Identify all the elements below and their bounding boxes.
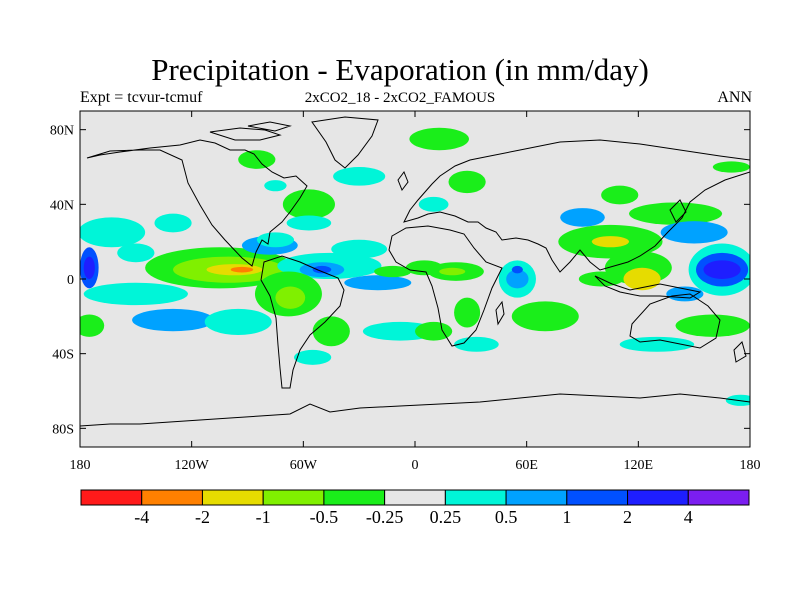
- lat-tick-label: 0: [67, 273, 74, 288]
- anomaly-patch: [80, 217, 146, 248]
- anomaly-patch: [294, 349, 332, 365]
- coastline-indonesia: [594, 275, 702, 299]
- colorbar-label: 0.25: [430, 507, 462, 527]
- coastline-greenland: [311, 116, 379, 169]
- colorbar-swatch: [627, 489, 689, 506]
- lat-tick-label: 80S: [52, 422, 74, 437]
- colorbar-label: 1: [562, 507, 571, 527]
- coastline-north-america: [86, 139, 308, 267]
- anomaly-patch: [409, 127, 469, 151]
- lon-tick-label: 180: [70, 458, 91, 473]
- anomaly-patch: [331, 239, 388, 259]
- anomaly-patch: [448, 170, 486, 194]
- anomaly-patch: [418, 196, 449, 212]
- anomaly-patch: [83, 282, 188, 306]
- anomaly-patch: [439, 267, 466, 276]
- colorbar-label: -4: [134, 507, 149, 527]
- coastline-eurasia: [403, 139, 750, 273]
- anomaly-patch: [344, 275, 412, 291]
- anomaly-patch: [264, 180, 287, 192]
- anomaly-patch: [132, 308, 214, 332]
- anomaly-patch: [511, 265, 523, 274]
- anomaly-patch: [312, 265, 332, 274]
- coastline-australia: [629, 293, 721, 349]
- anomaly-patch: [80, 314, 105, 337]
- anomaly-patch: [623, 267, 661, 291]
- colorbar-swatch: [141, 489, 203, 506]
- anomaly-patch: [415, 321, 453, 341]
- coastline-arctic-islands: [209, 121, 292, 141]
- colorbar-swatch: [384, 489, 446, 506]
- colorbar-label: 2: [623, 507, 632, 527]
- colorbar-swatch: [262, 489, 325, 506]
- colorbar-swatch: [201, 489, 264, 506]
- anomaly-patch: [282, 189, 335, 220]
- lat-tick-label: 40N: [50, 198, 74, 213]
- colorbar-label: 4: [684, 507, 693, 527]
- coastline-new-zealand: [733, 341, 747, 363]
- colorbar-label: 0.5: [495, 507, 518, 527]
- anomaly-field: [80, 127, 750, 406]
- anomaly-patch: [560, 208, 605, 227]
- colorbar-label: -0.5: [310, 507, 339, 527]
- lon-tick-label: 180: [740, 458, 761, 473]
- anomaly-patch: [117, 243, 155, 263]
- anomaly-patch: [238, 150, 276, 169]
- colorbar-label: -0.25: [366, 507, 404, 527]
- anomaly-patch: [454, 297, 481, 328]
- anomaly-patch: [286, 215, 332, 231]
- anomaly-patch: [204, 308, 272, 335]
- experiment-label: Expt = tcvur-tcmuf: [80, 89, 203, 106]
- anomaly-patch: [601, 185, 639, 205]
- lon-tick-label: 120E: [624, 458, 654, 473]
- colorbar-swatch: [687, 489, 750, 506]
- map-axes: 180 120W 60W 0 60E 120E 180 80N 40N 0 40S 80S: [50, 111, 761, 473]
- lon-tick-label: 60W: [290, 458, 318, 473]
- colorbar-swatch: [80, 489, 143, 506]
- anomaly-patch: [230, 266, 254, 273]
- coastline-antarctica: [80, 393, 750, 427]
- anomaly-patch: [629, 202, 723, 225]
- lon-tick-label: 0: [412, 458, 419, 473]
- comparison-label: 2xCO2_18 - 2xCO2_FAMOUS: [304, 90, 496, 106]
- coastline-africa: [388, 225, 503, 347]
- anomaly-patch: [660, 221, 728, 244]
- anomaly-patch: [256, 232, 295, 248]
- coastlines: [80, 116, 750, 427]
- colorbar-swatch: [566, 489, 629, 506]
- anomaly-patch: [154, 213, 192, 233]
- colorbar-swatch: [444, 489, 507, 506]
- lon-tick-label: 60E: [515, 458, 538, 473]
- anomaly-patch: [511, 301, 579, 332]
- lon-tick-label: 120W: [175, 458, 210, 473]
- anomaly-patch: [666, 286, 704, 302]
- anomaly-patch: [83, 256, 95, 279]
- chart-title: Precipitation - Evaporation (in mm/day): [151, 52, 649, 87]
- coastline-madagascar: [495, 300, 505, 326]
- anomaly-patch: [506, 269, 529, 289]
- lat-tick-label: 80N: [50, 124, 74, 139]
- colorbar: -4 -2 -1 -0.5 -0.25 0.25 0.5 1 2 4: [80, 489, 750, 527]
- anomaly-patch: [374, 265, 412, 278]
- anomaly-patch: [333, 167, 386, 186]
- anomaly-patch: [675, 314, 750, 337]
- colorbar-label: -2: [195, 507, 210, 527]
- anomaly-patch: [275, 286, 306, 309]
- coastline-japan: [669, 199, 687, 223]
- anomaly-patch: [312, 316, 350, 347]
- season-label: ANN: [717, 89, 752, 106]
- colorbar-swatch: [323, 489, 386, 506]
- coastline-uk: [397, 170, 409, 192]
- anomaly-patch: [591, 236, 630, 248]
- anomaly-patch: [703, 260, 741, 279]
- anomaly-patch: [454, 336, 499, 352]
- colorbar-label: -1: [256, 507, 271, 527]
- lat-tick-label: 40S: [52, 348, 74, 363]
- coastline-south-america: [260, 255, 345, 389]
- colorbar-swatch: [505, 489, 568, 506]
- anomaly-patch: [712, 161, 750, 173]
